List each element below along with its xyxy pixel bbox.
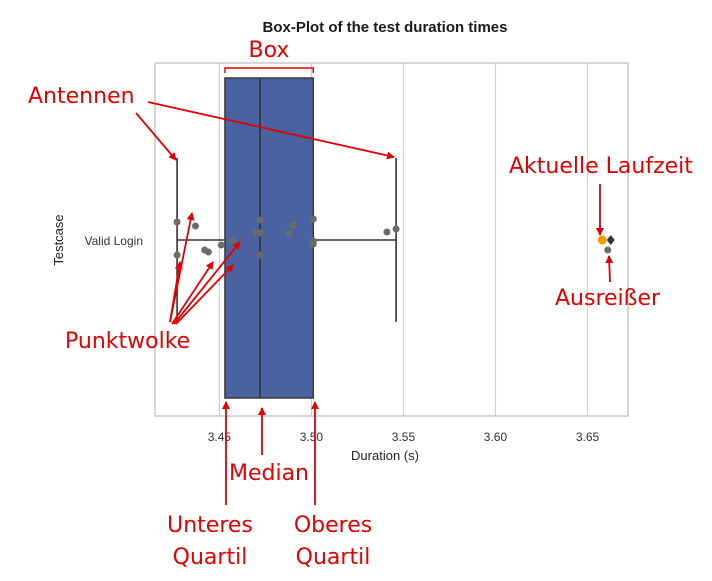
- annotation-arrow: [135, 112, 177, 161]
- annotation-aktuelle: Aktuelle Laufzeit: [509, 154, 693, 179]
- data-point: [285, 229, 293, 237]
- data-point: [256, 251, 264, 259]
- box-bracket: [224, 67, 314, 73]
- plot-frame: [154, 62, 629, 417]
- data-point: [173, 251, 181, 259]
- data-point: [201, 246, 209, 254]
- category-label: Valid Login: [85, 234, 144, 248]
- annotation-oberes-line: Quartil: [296, 545, 371, 570]
- annotation-ausreisser: Ausreißer: [555, 286, 661, 311]
- annotation-arrow: [173, 241, 241, 325]
- x-tick-label: 3.45: [208, 430, 232, 444]
- annotation-arrow: [171, 261, 214, 325]
- annotation-arrow: [169, 212, 195, 323]
- data-point: [309, 215, 317, 223]
- outlier-marker: [606, 235, 615, 245]
- x-tick-label: 3.55: [392, 430, 416, 444]
- data-point: [256, 229, 264, 237]
- interquartile-box: [224, 77, 315, 399]
- annotation-median: Median: [229, 461, 309, 486]
- annotation-oberes: Oberes Quartil: [294, 513, 372, 570]
- box-plot: [176, 77, 615, 399]
- annotation-unteres: Unteres Quartil: [167, 513, 253, 570]
- y-axis-label: Testcase: [51, 214, 66, 265]
- x-tick-label: 3.65: [576, 430, 600, 444]
- x-tick-label: 3.60: [484, 430, 508, 444]
- annotation-arrow: [147, 101, 395, 160]
- annotation-unteres-line: Unteres: [167, 513, 253, 538]
- annotation-arrow: [175, 264, 234, 325]
- current-duration-point: [597, 235, 607, 245]
- chart-title: Box-Plot of the test duration times: [262, 19, 507, 36]
- data-point: [392, 225, 400, 233]
- data-point: [309, 240, 317, 248]
- x-tick-label: 3.50: [300, 430, 324, 444]
- data-point: [217, 241, 225, 249]
- annotation-box: Box: [249, 38, 290, 63]
- annotation-punktwolke: Punktwolke: [65, 329, 190, 354]
- annotation-arrow: [605, 255, 614, 283]
- annotation-antennen: Antennen: [28, 84, 135, 109]
- data-point: [604, 246, 612, 254]
- annotations: Box Antennen Aktuelle Laufzeit Ausreißer Pun…: [28, 38, 693, 570]
- data-point: [191, 222, 199, 230]
- data-point: [228, 237, 236, 245]
- x-tick-labels: 3.45 3.50 3.55 3.60 3.65: [208, 430, 600, 444]
- annotation-unteres-line: Quartil: [173, 545, 248, 570]
- data-point: [289, 221, 297, 229]
- data-point: [383, 228, 391, 236]
- data-point: [173, 218, 181, 226]
- data-point: [256, 216, 264, 224]
- x-axis-label: Duration (s): [351, 448, 419, 463]
- annotation-oberes-line: Oberes: [294, 513, 372, 538]
